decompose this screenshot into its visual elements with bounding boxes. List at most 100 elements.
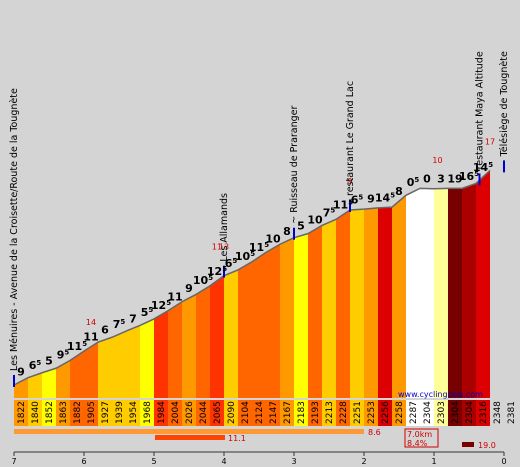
altitude-block [182, 400, 196, 426]
altitude-label: 2303 [437, 401, 447, 424]
profile-segment [252, 252, 266, 398]
gradient-label: 11 [167, 290, 182, 303]
altitude-label: 2167 [283, 401, 293, 424]
km-tick-label: 5 [151, 457, 156, 466]
altitude-label: 2304 [465, 401, 475, 424]
altitude-block [378, 400, 392, 426]
category-marker: 10 [432, 156, 442, 165]
altitude-label: 2228 [339, 401, 349, 424]
altitude-block [238, 400, 252, 426]
altitude-block [504, 400, 518, 426]
profile-segment [182, 294, 196, 398]
altitude-label: 2004 [171, 401, 181, 424]
gradient-label: 5 [45, 355, 53, 368]
profile-segment [238, 261, 252, 398]
altitude-label: 1984 [157, 401, 167, 424]
altitude-label: 1882 [73, 401, 83, 424]
altitude-block [98, 400, 112, 426]
km-tick-label: 0 [501, 457, 506, 466]
profile-segment [280, 237, 294, 398]
altitude-label: 2251 [353, 401, 363, 424]
gradient-label: 115 [333, 199, 353, 212]
gradient-label: 165 [459, 170, 479, 183]
profile-segment [308, 225, 322, 398]
altitude-label: 2304 [423, 401, 433, 424]
category-marker: 14 [86, 318, 96, 327]
altitude-label: 1852 [45, 401, 55, 424]
profile-fill-layer [13, 169, 491, 398]
altitude-block-layer [13, 160, 520, 456]
profile-segment [462, 183, 476, 398]
altitude-label: 2316 [479, 401, 489, 424]
altitude-block [322, 400, 336, 426]
altitude-label: 2044 [199, 401, 209, 424]
landmark-label: Les Ménuires - Avenue de la Croisette/Ro… [9, 88, 20, 371]
altitude-label: 1968 [143, 401, 153, 424]
gradient-label: 11 [83, 331, 98, 344]
gradient-label: 145 [375, 192, 395, 205]
altitude-block [448, 400, 462, 426]
profile-segment [406, 188, 420, 398]
km-tick-label: 7 [11, 457, 16, 466]
profile-segment [420, 188, 434, 398]
altitude-block [168, 400, 182, 426]
profile-segment [378, 207, 392, 398]
gradient-label: 10 [265, 232, 281, 245]
altitude-label: 2183 [297, 401, 307, 424]
altitude-label: 1863 [59, 401, 69, 424]
profile-segment [448, 188, 462, 398]
profile-segment [154, 310, 168, 398]
altitude-block [126, 400, 140, 426]
climb-stat-bar [14, 429, 364, 434]
altitude-label: 2147 [269, 401, 279, 424]
gradient-label: 125 [207, 265, 227, 278]
gradient-label: 8 [395, 185, 403, 198]
profile-segment [112, 331, 126, 398]
gradient-label: 75 [323, 206, 336, 219]
climb-stat-value: 11.1 [228, 434, 246, 443]
profile-segment [210, 275, 224, 398]
profile-segment [14, 377, 28, 398]
altitude-label: 2104 [241, 401, 251, 424]
gradient-label: 65 [29, 359, 42, 372]
altitude-label: 1905 [87, 401, 97, 424]
landmark-label: Télésiège de Tougnète [499, 51, 510, 157]
altitude-label: 2287 [409, 401, 419, 424]
profile-segment [168, 301, 182, 398]
altitude-block [42, 400, 56, 426]
gradient-label: 105 [235, 250, 255, 263]
km-tick-label: 4 [221, 457, 226, 466]
altitude-block [518, 400, 520, 426]
km-tick-label: 2 [361, 457, 366, 466]
profile-segment [70, 351, 84, 398]
altitude-block [476, 400, 490, 426]
climb-stat-bar [462, 442, 474, 447]
climb-stat-bar [155, 435, 225, 440]
altitude-block [336, 400, 350, 426]
altitude-block [392, 400, 406, 426]
altitude-label: 2124 [255, 401, 265, 424]
landmark-label: restaurant Le Grand Lac [345, 81, 356, 196]
altitude-block [14, 400, 28, 426]
profile-outline [13, 169, 491, 386]
km-tick-label: 3 [291, 457, 296, 466]
altitude-label: 2304 [451, 401, 461, 424]
altitude-block [280, 400, 294, 426]
gradient-label: 5 [297, 220, 305, 233]
climb-stat-value: 19.0 [478, 441, 496, 450]
website-credit[interactable]: www.cyclingcols.com [398, 390, 483, 399]
gradient-label: 0 [423, 173, 431, 186]
gradient-label: 9 [367, 193, 375, 206]
altitude-block [420, 400, 434, 426]
altitude-label: 2256 [381, 401, 391, 424]
profile-segment [224, 269, 238, 398]
altitude-label: 2090 [227, 401, 237, 424]
altitude-block [294, 400, 308, 426]
altitude-block [266, 400, 280, 426]
profile-segment [434, 188, 448, 398]
gradient-label: 65 [351, 194, 364, 207]
landmark-label: restaurant Maya Altitude [475, 51, 486, 169]
altitude-block [210, 400, 224, 426]
profile-segment [322, 219, 336, 398]
